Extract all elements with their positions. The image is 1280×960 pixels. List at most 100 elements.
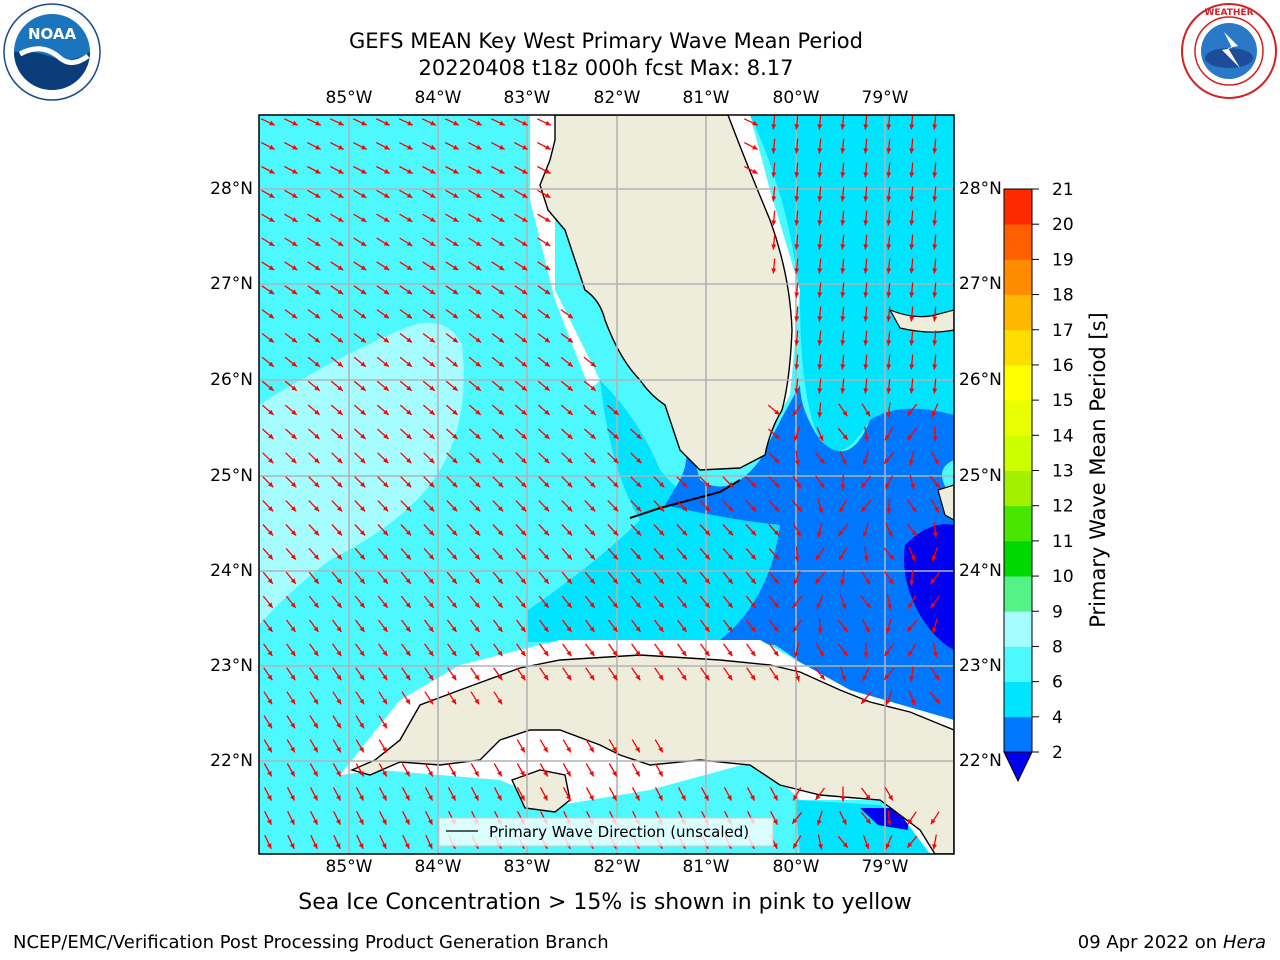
wave-arrow-head [358,819,364,825]
wave-arrow-head [727,602,733,608]
wave-arrow-head [793,794,798,801]
wave-arrow-head [451,650,457,657]
wave-arrow-head [817,531,822,538]
wave-arrow-head [451,795,456,801]
wave-arrow-head [817,268,823,274]
wave-arrow-head [589,626,595,632]
wave-arrow-head [520,530,527,536]
wave-arrow-head [861,506,867,512]
wave-arrow-head [612,770,617,777]
wave-arrow-head [885,627,891,634]
wave-arrow-head [863,292,869,298]
wave-arrow-head [428,626,434,632]
wave-arrow-head [544,337,550,343]
period-zone-below-2-south [860,808,908,830]
wave-arrow-head [636,457,642,464]
wave-arrow-head [269,120,275,126]
wave-arrow-head [751,482,757,488]
wave-arrow-head [590,433,596,439]
wave-arrow-head [382,722,387,729]
wave-arrow-head [750,650,756,657]
wave-arrow-head [337,433,343,439]
wave-arrow-head [383,457,389,464]
wave-arrow-head [817,316,823,322]
wave-arrow-head [521,361,527,367]
florida-keys [629,479,741,519]
wave-arrow-head [429,361,435,367]
wave-arrow-head [613,409,619,415]
wave-arrow-head [752,144,758,150]
wave-arrow-head [337,241,344,246]
wave-arrow-head [427,843,433,849]
wave-arrow-head [452,217,459,222]
wave-arrow-head [498,361,504,367]
wave-arrow-head [567,337,573,343]
wave-arrow-head [520,602,526,608]
wave-arrow-head [429,289,436,295]
wave-arrow-head [336,506,343,512]
wave-arrow-head [336,626,342,632]
wave-arrow-head [909,676,915,682]
wave-arrow-head [613,433,619,439]
wave-arrow-head [313,530,320,536]
wave-arrow-head [381,819,387,825]
wave-arrow-head [840,220,846,226]
wave-arrow-head [336,674,342,681]
period-zone-2-4 [660,385,954,720]
wave-arrow-head [313,674,319,681]
lat-label-left: 22°N [210,751,253,771]
colorbar-tick-label: 20 [1052,215,1074,235]
wave-arrow-head [863,556,869,562]
wave-arrow-head [887,603,892,610]
wave-arrow-head [589,650,595,657]
wave-arrow-head [934,674,940,681]
wave-arrow-head [886,244,892,250]
wave-arrow-head [589,602,595,608]
wave-arrow-head [267,674,273,681]
wave-arrow-head [907,818,913,825]
wave-arrow-head [841,675,847,682]
wave-arrow-head [612,650,618,657]
wave-arrow-head [817,364,823,370]
wave-arrow-head [452,361,458,367]
wave-arrow-head [499,144,505,150]
wave-arrow-head [840,364,846,370]
wave-arrow-head [635,770,640,777]
wave-arrow-head [792,626,798,633]
wave-arrow-head [817,388,823,394]
wave-arrow-head [567,385,573,391]
wave-arrow-head [863,652,869,658]
wave-arrow-head [453,169,459,174]
lon-label-top: 79°W [861,88,909,108]
wave-arrow-head [816,603,822,609]
wave-arrow-head [451,626,457,632]
wave-arrow-head [268,433,274,439]
wave-arrow-head [613,482,619,488]
wave-arrow-head [429,385,435,391]
wave-arrow-head [360,265,367,271]
colorbar-extend-arrow [1003,751,1033,783]
wave-arrow-head [566,674,572,681]
wave-arrow-head [932,148,938,154]
wave-arrow-head [382,530,389,536]
wave-arrow-head [865,818,871,824]
wave-arrow-head [773,554,779,560]
wave-arrow-head [681,530,688,536]
lat-label-right: 26°N [959,370,1002,390]
wave-arrow-head [658,795,663,801]
wave-arrow-head [636,433,642,439]
wave-arrow-head [567,457,573,464]
wave-arrow-head [291,289,298,295]
wave-arrow-head [498,289,505,295]
wave-arrow-head [932,436,938,442]
wave-arrow-head [932,316,938,322]
lat-label-right: 28°N [959,179,1002,199]
wave-arrow-head [931,627,937,634]
wave-arrow-head [314,289,321,295]
wave-arrow-head [544,482,550,488]
wave-arrow-head [268,337,274,343]
wave-arrow-head [795,675,801,682]
wave-arrow-head [428,674,434,681]
lon-label-bottom: 84°W [414,857,462,877]
wave-arrow-head [314,482,320,488]
